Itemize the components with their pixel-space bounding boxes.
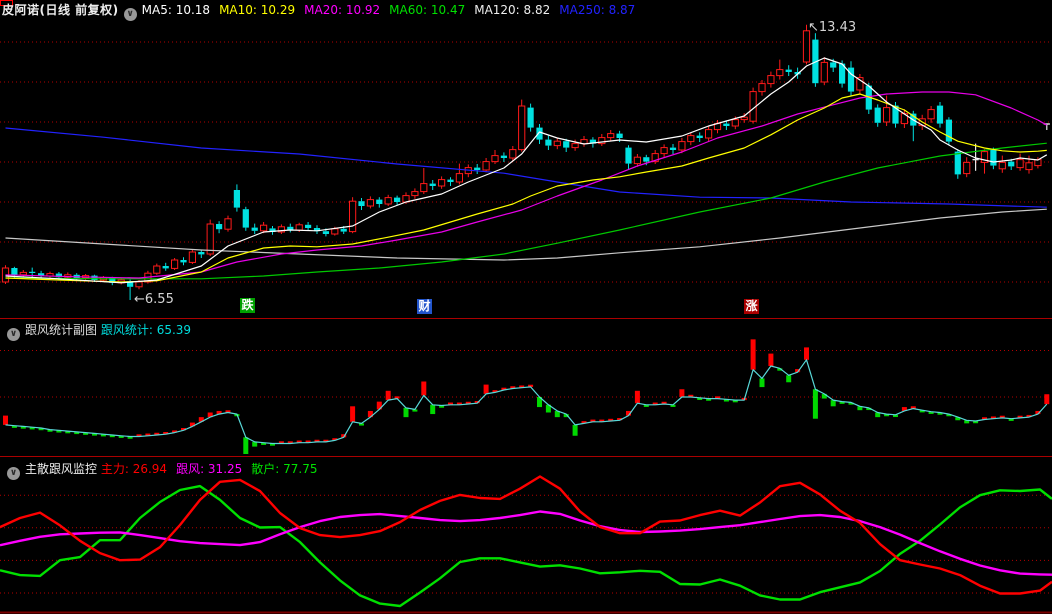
watermark-跌: 跌 [240, 298, 255, 313]
svg-text:←6.55: ←6.55 [134, 292, 174, 307]
monitor-value-主力: 主力: 26.94 [100, 462, 168, 476]
ma-value-ma20: MA20: 10.92 [304, 3, 381, 17]
ma-value-ma120: MA120: 8.82 [474, 3, 551, 17]
svg-text:↖13.43: ↖13.43 [808, 20, 856, 35]
chevron-down-icon[interactable]: ∨ [123, 8, 137, 21]
chevron-down-icon[interactable]: ∨ [7, 328, 20, 341]
watermark-涨: 涨 [744, 299, 759, 314]
ma-values: MA5: 10.18 MA10: 10.29 MA20: 10.92 MA60: 10… [142, 3, 645, 17]
monitor-value-散户: 散户: 77.75 [251, 462, 318, 476]
monitor-value-跟风: 跟风: 31.25 [176, 462, 243, 476]
ma-value-ma250: MA250: 8.87 [559, 3, 636, 17]
monitor-panel-header: ∨ 主散跟风监控 主力: 26.94 跟风: 31.25 散户: 77.75 [2, 460, 327, 480]
ma-value-ma5: MA5: 10.18 [141, 3, 211, 17]
follow-indicator-value: 跟风统计: 65.39 [100, 323, 192, 337]
follow-panel-title: 跟风统计副图 [25, 323, 98, 337]
stock-title: 皮阿诺(日线 前复权) [2, 3, 119, 17]
follow-panel-header: ∨ 跟风统计副图 跟风统计: 65.39 [2, 321, 191, 341]
monitor-panel-title: 主散跟风监控 [25, 462, 98, 476]
monitor-indicator-values: 主力: 26.94 跟风: 31.25 散户: 77.75 [101, 462, 327, 476]
main-chart-header: 皮阿诺(日线 前复权) ∨ MA5: 10.18 MA10: 10.29 MA20: 1… [2, 1, 644, 21]
chevron-down-icon[interactable]: ∨ [7, 467, 20, 480]
ma-value-ma10: MA10: 10.29 [219, 3, 296, 17]
watermark-财: 财 [417, 299, 432, 314]
ma-value-ma60: MA60: 10.47 [389, 3, 466, 17]
